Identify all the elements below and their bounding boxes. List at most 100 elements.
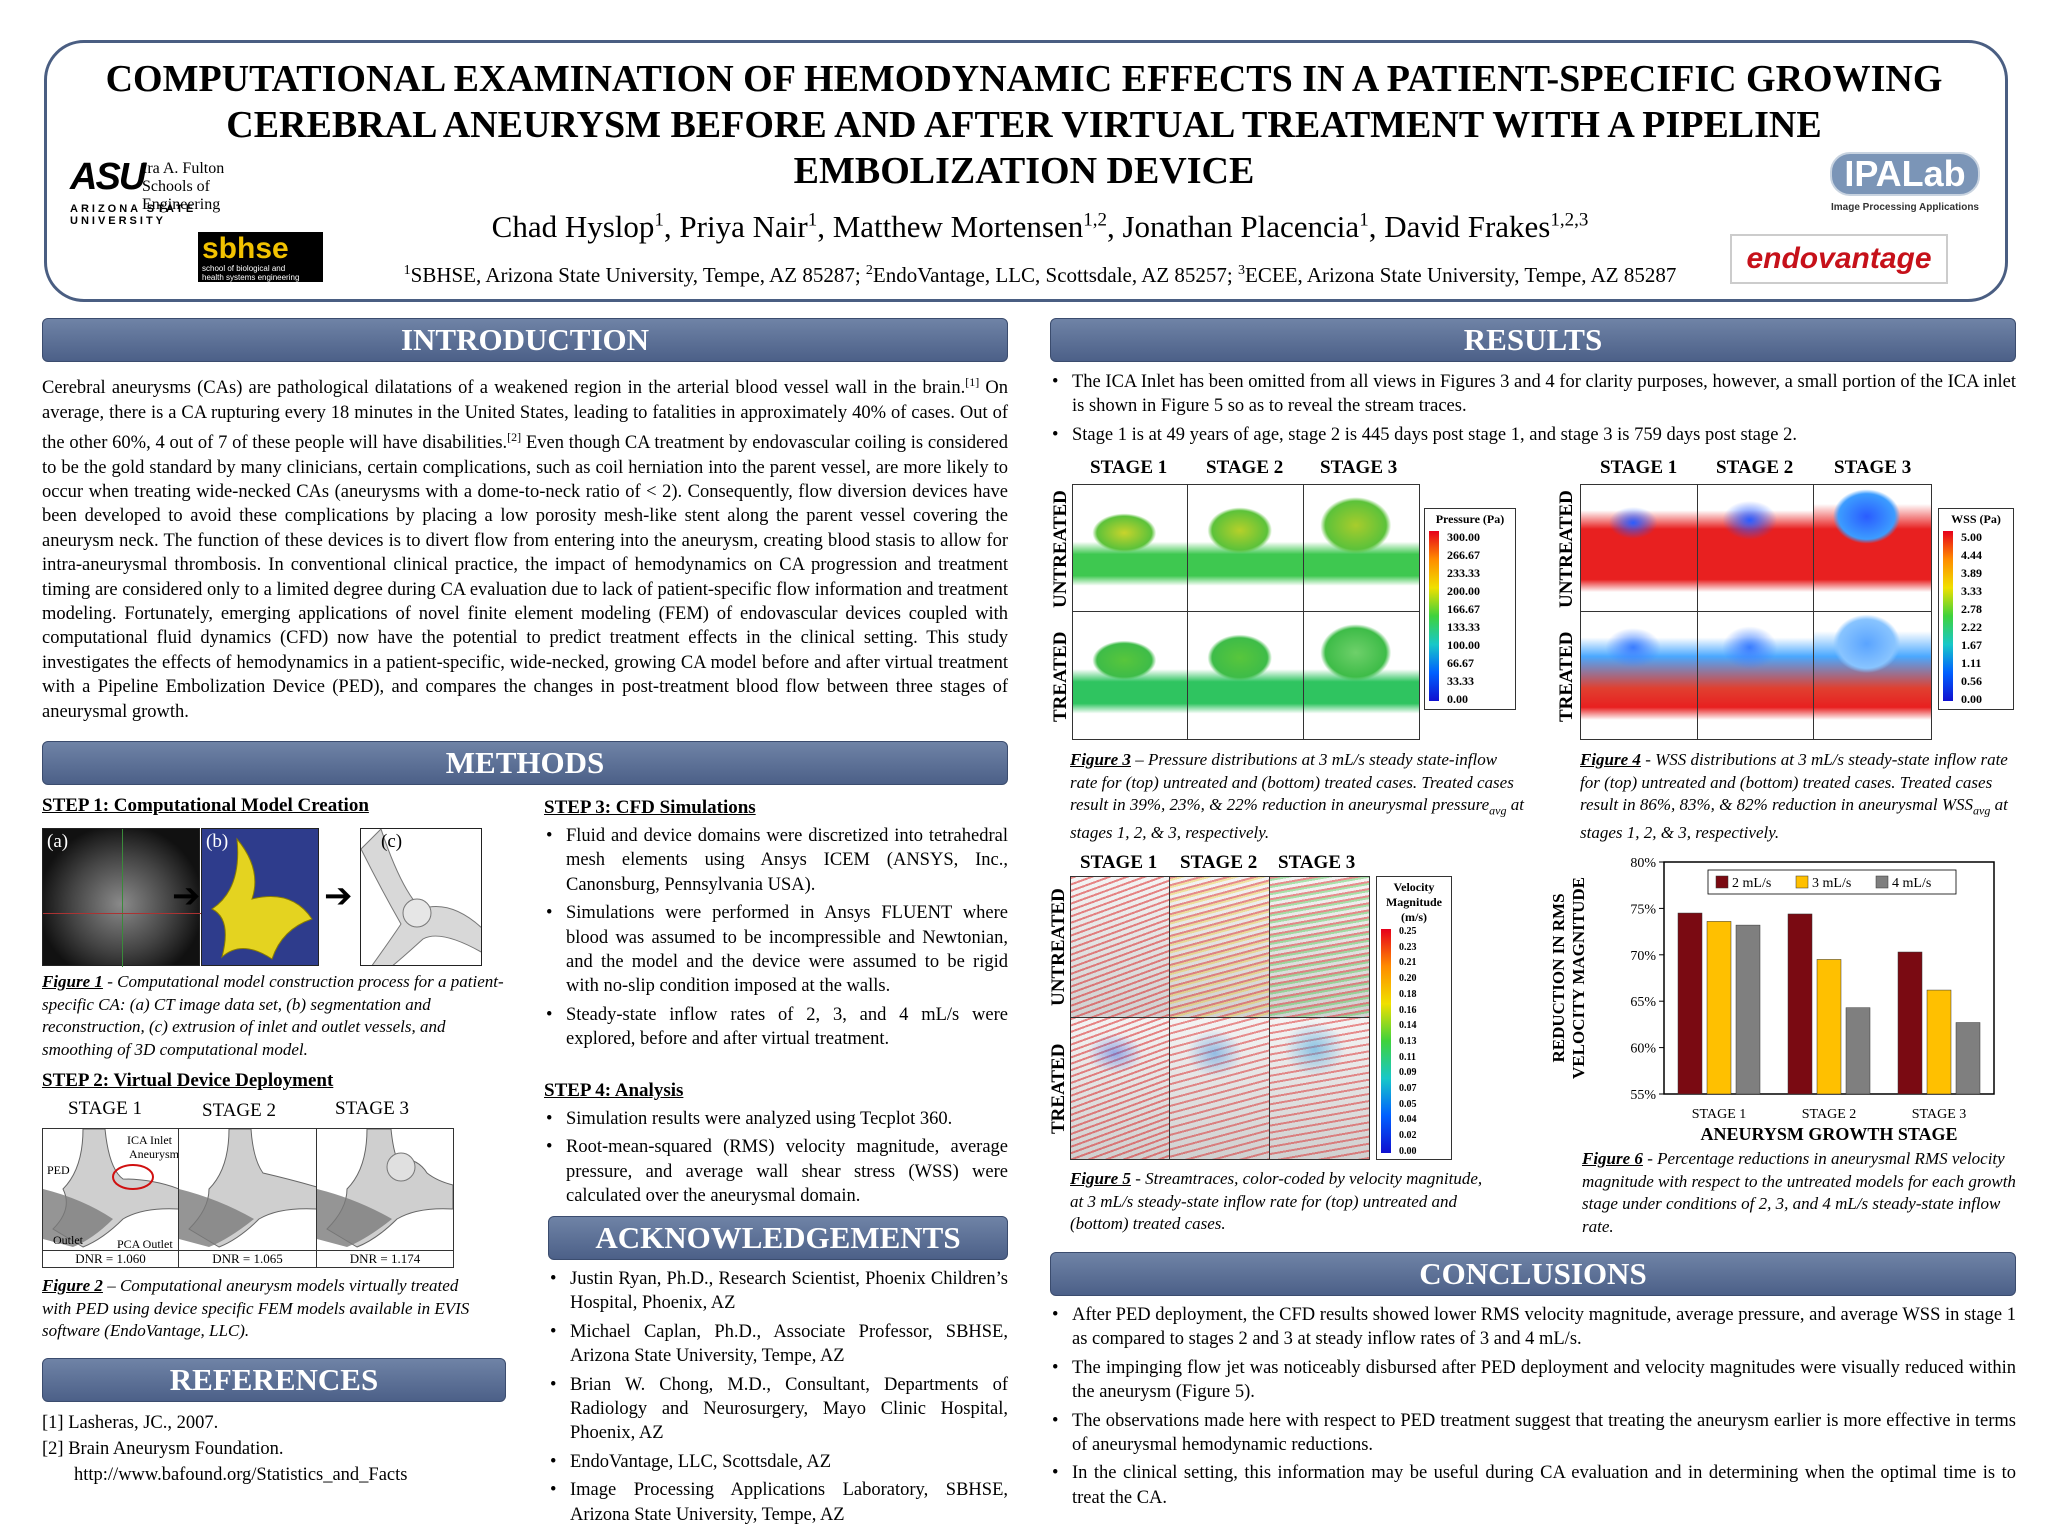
list-item: Image Processing Applications Laboratory… bbox=[548, 1478, 1008, 1527]
fig4-legend-title: WSS (Pa) bbox=[1951, 512, 2001, 526]
legend-value: 0.05 bbox=[1399, 1098, 1417, 1110]
step4-heading: STEP 4: Analysis bbox=[544, 1080, 684, 1101]
fig3-stage3: STAGE 3 bbox=[1320, 457, 1398, 478]
fig4-treated-label: TREATED bbox=[1556, 631, 1577, 722]
list-item: Simulation results were analyzed using T… bbox=[544, 1107, 1008, 1132]
affiliations: 1SBHSE, Arizona State University, Tempe,… bbox=[403, 263, 1677, 287]
figure2-panel-stage3: DNR = 1.174 bbox=[317, 1129, 453, 1267]
fig3-panel bbox=[1303, 485, 1419, 612]
author-list: Chad Hyslop1, Priya Nair1, Matthew Morte… bbox=[491, 209, 1589, 244]
fig5-colorbar bbox=[1381, 929, 1391, 1153]
results-list: The ICA Inlet has been omitted from all … bbox=[1050, 370, 2016, 448]
conclusions-list: After PED deployment, the CFD results sh… bbox=[1050, 1303, 2016, 1510]
methods-banner: METHODS bbox=[42, 741, 1008, 785]
legend-swatch bbox=[1795, 875, 1809, 889]
fig4-colorbar bbox=[1943, 531, 1953, 701]
legend-value: 0.04 bbox=[1399, 1114, 1417, 1126]
fig4-untreated-label: UNTREATED bbox=[1556, 490, 1577, 608]
legend-value: 0.18 bbox=[1399, 988, 1417, 1000]
fig5-legend-title-1: Velocity bbox=[1393, 880, 1435, 894]
ipalab-mark: IPALab bbox=[1830, 152, 1980, 196]
figure5-caption: Figure 5 - Streamtraces, color-coded by … bbox=[1070, 1169, 1483, 1233]
y-tick-label: 80% bbox=[1630, 856, 1656, 871]
x-tick-label: STAGE 1 bbox=[1692, 1107, 1747, 1122]
ped-label: PED bbox=[47, 1163, 70, 1177]
dnr-stage3: DNR = 1.174 bbox=[317, 1250, 453, 1267]
asu-mark: ASU bbox=[70, 156, 146, 198]
reference-2: [2] Brain Aneurysm Foundation. bbox=[42, 1439, 284, 1459]
fig3-panel bbox=[1303, 612, 1419, 739]
stented-vessel-shape bbox=[43, 1129, 178, 1248]
figure1-label-b: (b) bbox=[206, 831, 229, 852]
y-tick-label: 70% bbox=[1630, 949, 1656, 964]
reference-1: [1] Lasheras, JC., 2007. bbox=[42, 1413, 219, 1433]
bar bbox=[1735, 924, 1761, 1095]
legend-value: 200.00 bbox=[1447, 584, 1480, 598]
header-frame bbox=[44, 40, 2008, 302]
asu-logo: ASU Ira A. Fulton Schools of Engineering… bbox=[70, 156, 290, 227]
fig4-legend: WSS (Pa) 5.00 4.44 3.89 3.33 2.78 2.22 1.67 1.1… bbox=[1938, 508, 2014, 710]
asu-line2: Schools of Engineering bbox=[142, 178, 221, 213]
asu-line1: Ira A. Fulton bbox=[142, 160, 225, 177]
legend-value: 0.20 bbox=[1399, 973, 1417, 985]
poster-title: COMPUTATIONAL EXAMINATION OF HEMODYNAMIC… bbox=[105, 58, 1943, 192]
list-item: Justin Ryan, Ph.D., Research Scientist, … bbox=[548, 1267, 1008, 1316]
pca-outlet-label: PCA Outlet bbox=[117, 1237, 173, 1251]
list-item: Michael Caplan, Ph.D., Associate Profess… bbox=[548, 1320, 1008, 1369]
aneurysm-label: Aneurysm bbox=[129, 1147, 179, 1161]
fig4-panel bbox=[1697, 612, 1815, 739]
step3-list: Fluid and device domains were discretize… bbox=[544, 824, 1008, 1052]
fig5-treated-label: TREATED bbox=[1048, 1043, 1069, 1134]
fig3-panel bbox=[1073, 612, 1189, 739]
figure1-panel-b: (b) bbox=[201, 828, 319, 966]
ica-inlet-label: ICA Inlet bbox=[127, 1133, 172, 1147]
legend-value: 2.78 bbox=[1961, 602, 1982, 616]
bar bbox=[1677, 912, 1703, 1095]
x-tick-label: STAGE 2 bbox=[1802, 1107, 1857, 1122]
fig5-legend-values: 0.25 0.23 0.21 0.20 0.18 0.16 0.14 0.13 0.11 0.09… bbox=[1399, 927, 1449, 1157]
step4-list: Simulation results were analyzed using T… bbox=[544, 1107, 1008, 1209]
bar bbox=[1816, 959, 1842, 1095]
legend-value: 0.00 bbox=[1447, 692, 1468, 706]
step2-heading: STEP 2: Virtual Device Deployment bbox=[42, 1070, 334, 1091]
y-tick-label: 65% bbox=[1630, 995, 1656, 1010]
introduction-banner: INTRODUCTION bbox=[42, 318, 1008, 362]
figure2-panels: ICA Inlet Aneurysm PED Outlet PCA Outlet… bbox=[42, 1128, 454, 1268]
legend-value: 4.44 bbox=[1961, 548, 1982, 562]
fig3-panel bbox=[1073, 485, 1189, 612]
fig5-panel bbox=[1170, 877, 1270, 1018]
list-item: EndoVantage, LLC, Scottsdale, AZ bbox=[548, 1450, 1008, 1475]
fig3-stage2: STAGE 2 bbox=[1206, 457, 1284, 478]
legend-value: 266.67 bbox=[1447, 548, 1480, 562]
reference-2-link[interactable]: http://www.bafound.org/Statistics_and_Fa… bbox=[74, 1465, 408, 1485]
legend-value: 100.00 bbox=[1447, 638, 1480, 652]
legend-label: 3 mL/s bbox=[1812, 876, 1851, 891]
fig5-stage1: STAGE 1 bbox=[1080, 852, 1158, 873]
legend-value: 0.00 bbox=[1961, 692, 1982, 706]
figure1-label-a: (a) bbox=[47, 831, 69, 852]
legend-value: 0.02 bbox=[1399, 1130, 1417, 1142]
legend-value: 0.14 bbox=[1399, 1020, 1417, 1032]
fig5-stage3: STAGE 3 bbox=[1278, 852, 1356, 873]
y-axis-label-2: VELOCITY MAGNITUDE bbox=[1569, 877, 1588, 1079]
endovantage-mark: endovantage bbox=[1746, 242, 1932, 275]
references-list: [1] Lasheras, JC., 2007. [2] Brain Aneur… bbox=[42, 1410, 512, 1488]
figure2-stage1-label: STAGE 1 bbox=[68, 1098, 142, 1119]
bar bbox=[1787, 913, 1813, 1095]
fig4-panel bbox=[1581, 485, 1698, 612]
ipalab-sub: Image Processing Applications bbox=[1830, 202, 1979, 213]
chart-legend bbox=[1707, 869, 1957, 895]
list-item: Simulations were performed in Ansys FLUE… bbox=[544, 901, 1008, 999]
legend-value: 1.67 bbox=[1961, 638, 1982, 652]
dnr-stage1: DNR = 1.060 bbox=[43, 1250, 178, 1267]
arrow-icon: ➔ bbox=[172, 878, 201, 915]
fig3-untreated-label: UNTREATED bbox=[1050, 490, 1071, 608]
figure4-caption: Figure 4 - WSS distributions at 3 mL/s s… bbox=[1580, 750, 2008, 842]
ipalab-logo: IPALab Image Processing Applications bbox=[1820, 152, 1990, 218]
figure6-caption: Figure 6 - Percentage reductions in aneu… bbox=[1582, 1149, 2016, 1236]
list-item: In the clinical setting, this informatio… bbox=[1050, 1461, 2016, 1510]
legend-value: 0.25 bbox=[1399, 926, 1417, 937]
x-axis-label: ANEURYSM GROWTH STAGE bbox=[1700, 1124, 1957, 1144]
references-banner: REFERENCES bbox=[42, 1358, 506, 1402]
